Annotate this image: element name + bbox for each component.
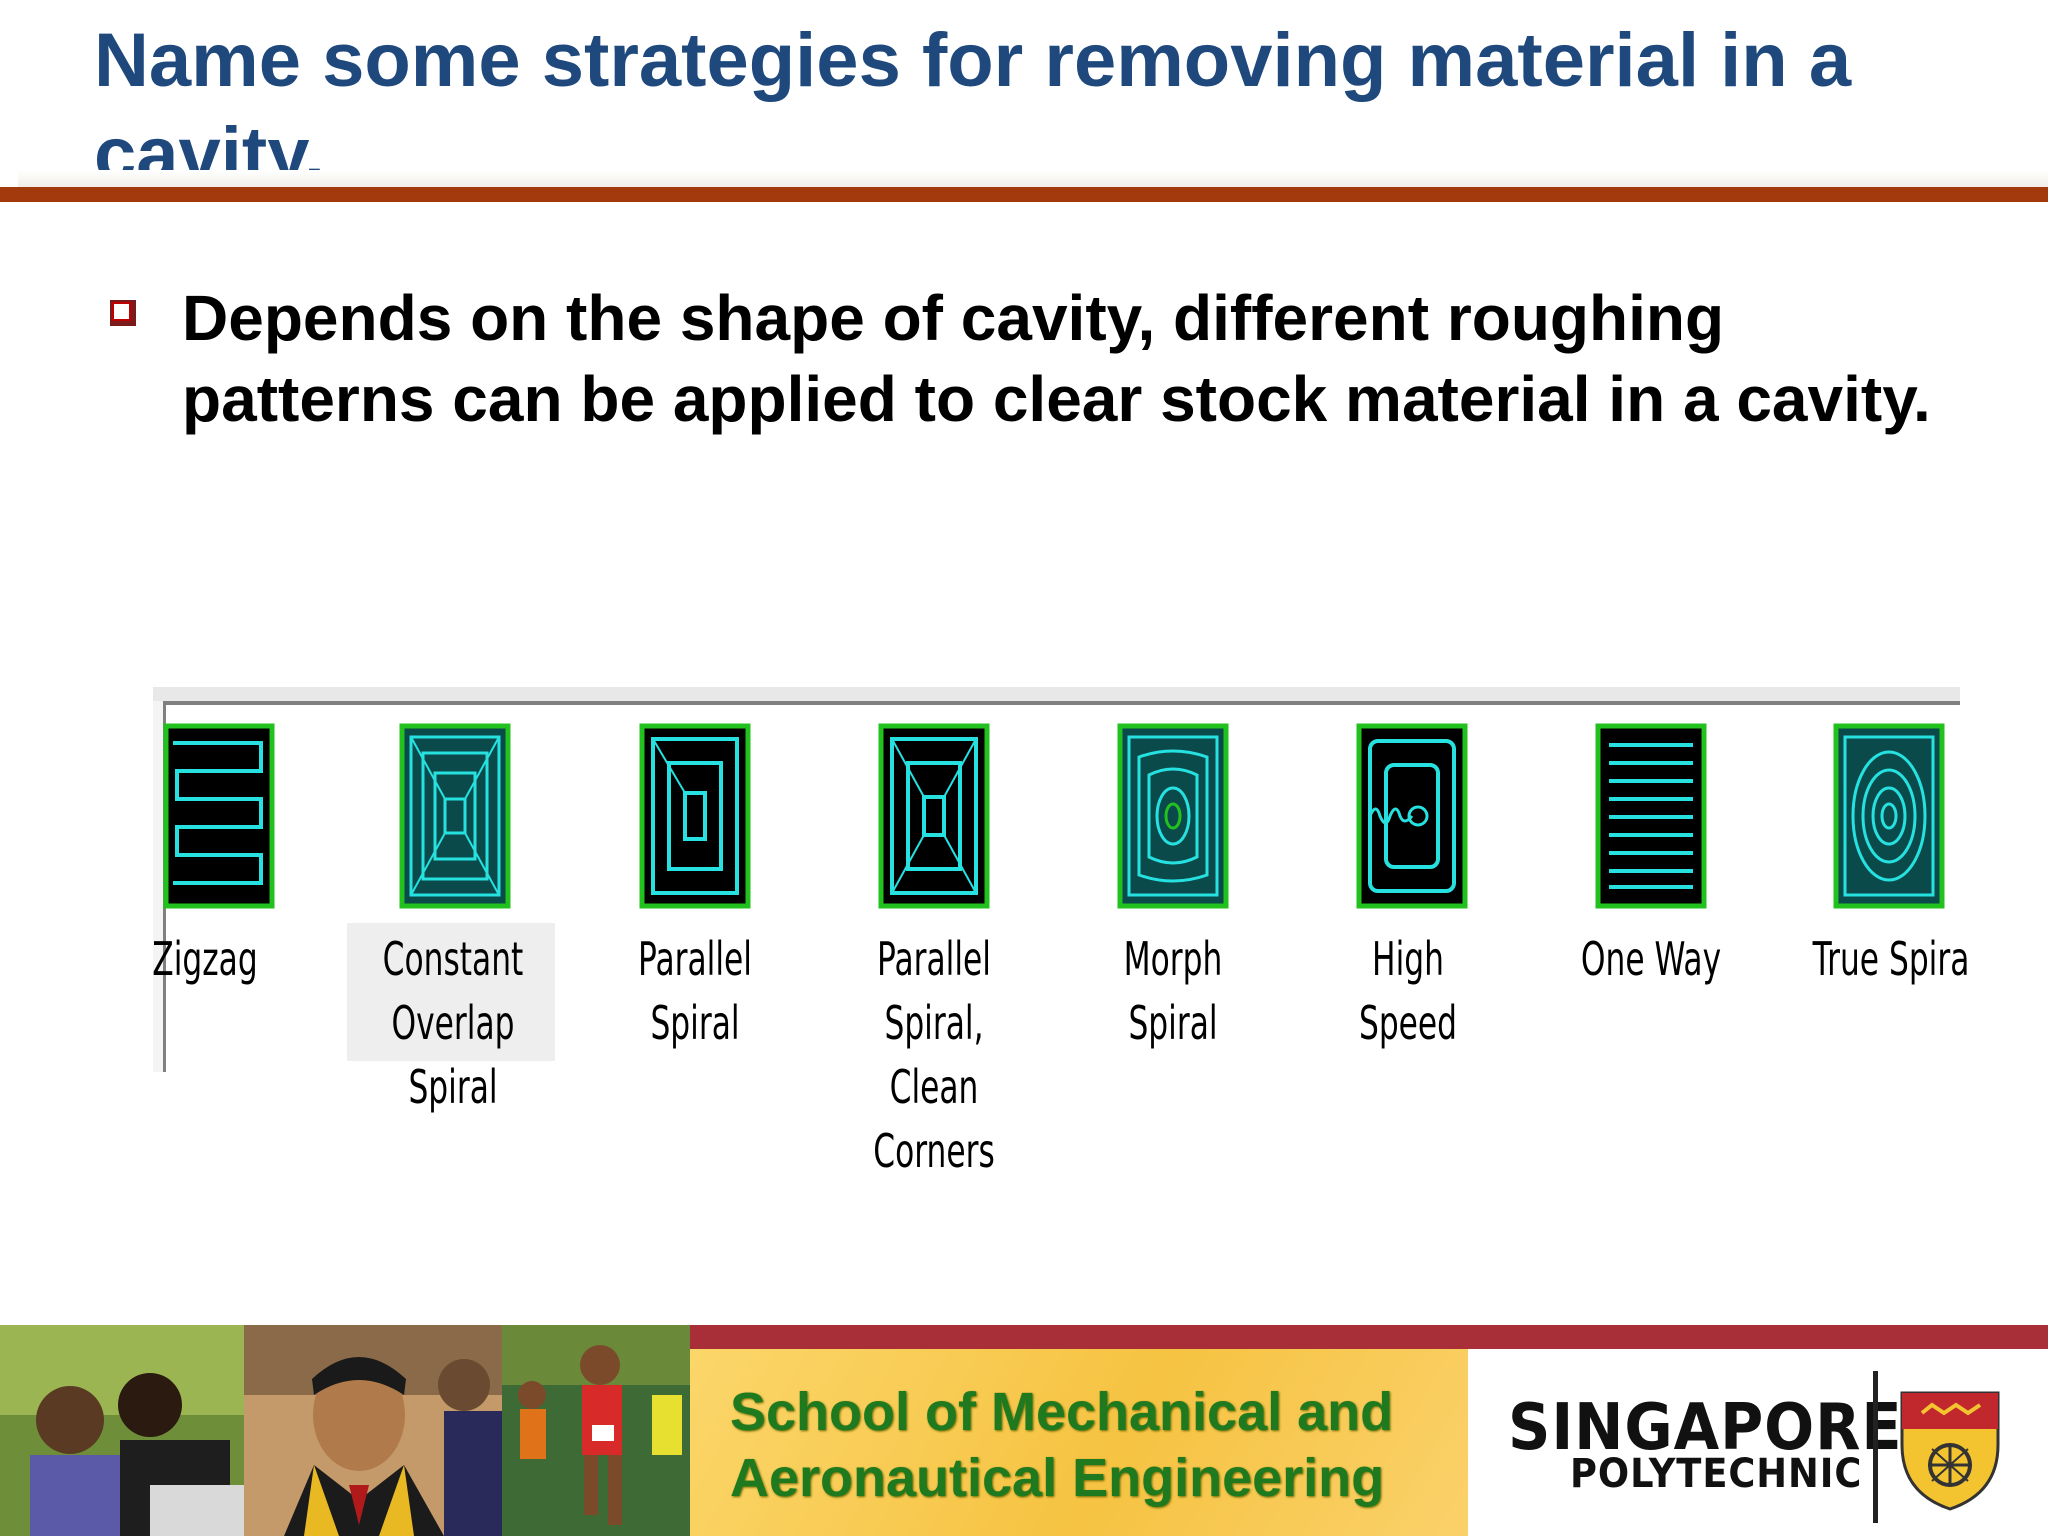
parallel-spiral-clean-corners-icon [878,723,990,909]
logo-divider [1873,1371,1878,1523]
panel-left-border [153,701,163,1072]
pattern-option-parallel-spiral-clean-corners[interactable]: Parallel Spiral, Clean Corners [828,723,1068,1178]
pattern-label: Zigzag [152,932,258,986]
pattern-label: Parallel Spiral [638,932,752,1050]
pattern-option-parallel-spiral[interactable]: Parallel Spiral [589,723,829,1063]
pattern-label: True Spira [1812,932,1970,986]
title-underline-bar [0,187,2048,202]
one-way-icon [1595,723,1707,909]
square-bullet-icon [110,300,136,326]
runners-photo [502,1325,690,1536]
pattern-option-morph-spiral[interactable]: Morph Spiral [1067,723,1307,1063]
footer-banner: School of Mechanical and Aeronautical En… [0,1325,2048,1536]
school-name: School of Mechanical and Aeronautical En… [730,1382,1394,1508]
high-speed-icon [1356,723,1468,909]
pattern-option-high-speed[interactable]: High Speed [1306,723,1546,1063]
students-photo [0,1325,244,1536]
pattern-label: Constant Overlap Spiral [382,932,524,1114]
graduate-photo [244,1325,502,1536]
logo-singapore: SINGAPORE [1508,1391,1903,1465]
selection-highlight [347,923,555,1061]
pattern-option-constant-overlap-spiral[interactable]: Constant Overlap Spiral [347,723,589,1114]
panel-top-border [153,687,1960,701]
roughing-pattern-panel: Zigzag Constant Overlap Spiral Parallel … [152,687,1969,1178]
true-spiral-icon [1833,723,1945,909]
parallel-spiral-icon [639,723,751,909]
pattern-label: One Way [1580,932,1722,986]
pattern-option-one-way[interactable]: One Way [1545,723,1785,1063]
title-shadow [18,170,2048,187]
zigzag-pattern-icon [163,723,275,909]
constant-overlap-spiral-icon [399,723,511,909]
pattern-label: High Speed [1358,932,1458,1050]
pattern-label: Parallel Spiral, Clean Corners [873,932,995,1178]
panel-top-edge [163,701,1960,705]
morph-spiral-icon [1117,723,1229,909]
pattern-option-zigzag[interactable]: Zigzag [149,723,389,1063]
footer-school-panel [690,1349,1468,1536]
bullet-text: Depends on the shape of cavity, differen… [182,282,1931,435]
footer-accent-stripe [690,1325,2048,1349]
logo-polytechnic: POLYTECHNIC [1570,1451,1863,1497]
pattern-label: Morph Spiral [1123,932,1223,1050]
pattern-option-true-spiral[interactable]: True Spira [1783,723,2023,1063]
slide-title: Name some strategies for removing materi… [94,18,1852,197]
polytechnic-crest-icon [1900,1391,2000,1511]
